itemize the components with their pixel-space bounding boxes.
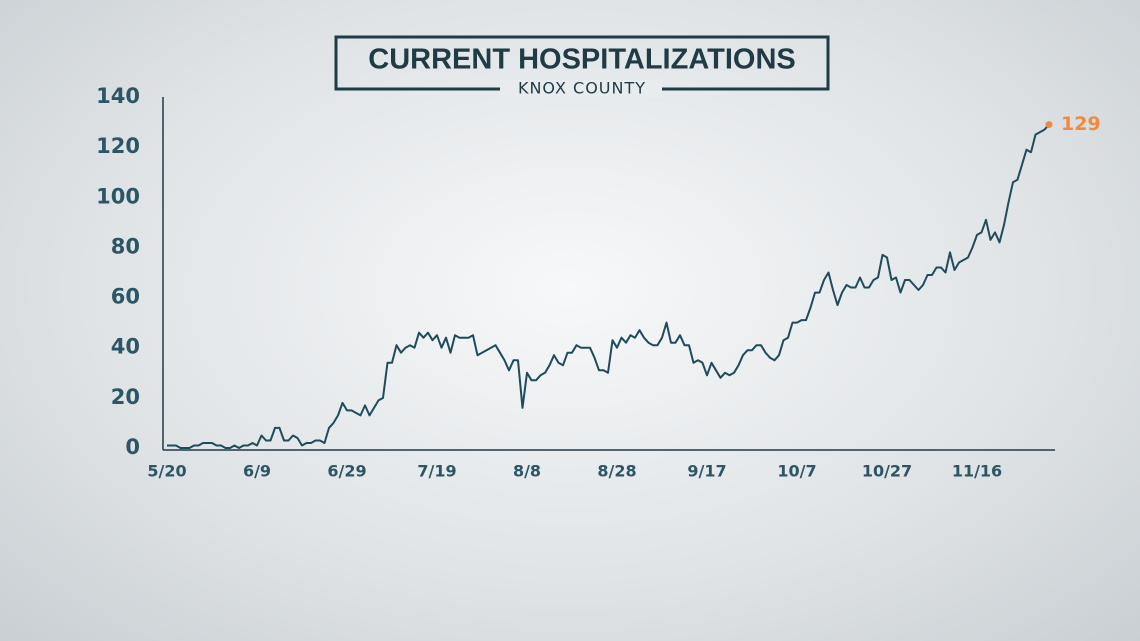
y-tick-label: 0	[125, 435, 140, 459]
chart-subtitle: KNOX COUNTY	[518, 79, 646, 98]
x-tick-label: 10/7	[777, 462, 816, 481]
y-tick-label: 20	[111, 385, 140, 409]
y-tick-label: 80	[111, 234, 140, 258]
x-tick-label: 6/9	[243, 462, 271, 481]
end-marker	[1045, 121, 1053, 129]
y-tick-label: 100	[96, 184, 140, 208]
subtitle-backing	[500, 80, 662, 98]
end-label: 129	[1061, 113, 1101, 135]
data-line	[167, 123, 1050, 449]
chart-title: CURRENT HOSPITALIZATIONS	[368, 44, 795, 76]
x-tick-label: 8/28	[597, 462, 636, 481]
x-tick-label: 7/19	[417, 462, 456, 481]
x-tick-label: 9/17	[687, 462, 726, 481]
y-tick-label: 120	[96, 134, 140, 158]
x-tick-label: 10/27	[862, 462, 912, 481]
y-tick-label: 60	[111, 285, 140, 309]
y-tick-label: 40	[111, 335, 140, 359]
x-tick-label: 8/8	[513, 462, 541, 481]
x-tick-label: 5/20	[147, 462, 186, 481]
y-tick-label: 140	[96, 84, 140, 108]
x-tick-label: 6/29	[327, 462, 366, 481]
x-tick-label: 11/16	[952, 462, 1002, 481]
